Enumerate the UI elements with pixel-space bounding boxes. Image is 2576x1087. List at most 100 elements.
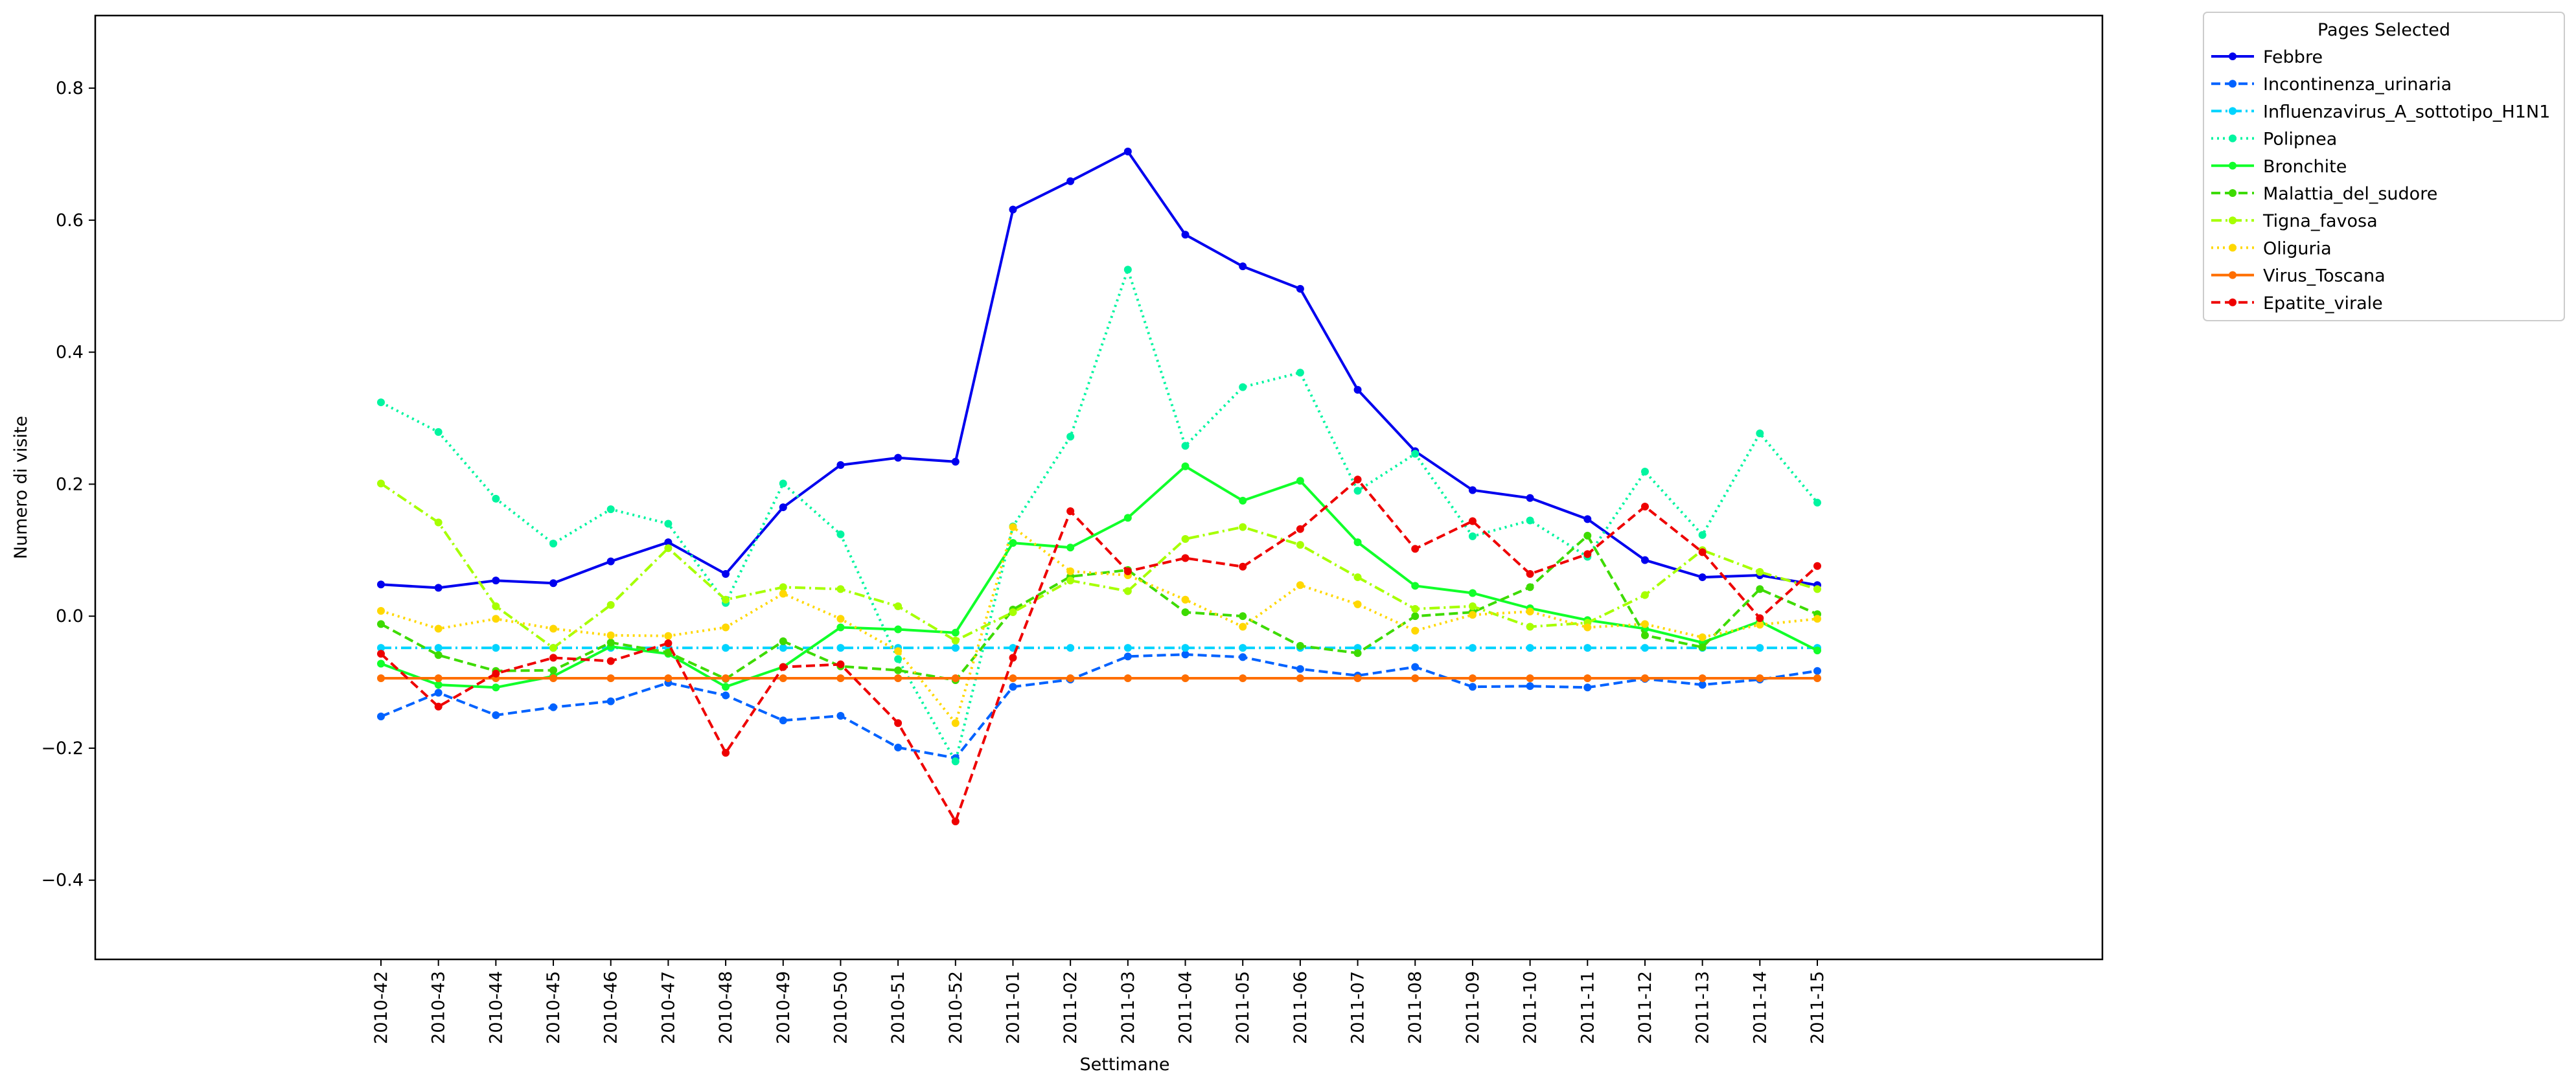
data-point <box>434 428 443 436</box>
legend-item: Epatite_virale <box>2211 293 2383 314</box>
data-point <box>492 644 500 652</box>
x-tick-label: 2011-08 <box>1405 971 1425 1044</box>
data-point <box>1123 587 1132 595</box>
data-point <box>492 494 500 503</box>
series-polipnea <box>377 266 1821 766</box>
data-point <box>1296 581 1304 589</box>
data-point <box>606 638 615 646</box>
series-malattia-del-sudore <box>377 531 1821 685</box>
data-point <box>722 749 730 757</box>
y-tick-label: −0.4 <box>41 871 84 891</box>
data-point <box>377 620 385 628</box>
data-point <box>1756 614 1764 623</box>
data-point <box>1526 674 1534 682</box>
data-point <box>1468 589 1477 597</box>
data-point <box>1123 674 1132 682</box>
data-point <box>1296 642 1304 650</box>
data-point <box>1239 623 1247 631</box>
data-point <box>1526 644 1534 652</box>
data-point <box>492 602 500 610</box>
data-point <box>1009 205 1017 214</box>
data-point <box>434 681 443 689</box>
x-tick-label: 2011-07 <box>1348 971 1368 1044</box>
data-point <box>1756 674 1764 682</box>
legend-item: Polipnea <box>2211 130 2337 150</box>
data-point <box>434 651 443 659</box>
data-point <box>606 601 615 609</box>
data-point <box>951 628 960 637</box>
data-point <box>549 644 558 652</box>
legend-label: Virus_Toscana <box>2263 266 2386 286</box>
x-tick-label: 2010-50 <box>831 971 851 1044</box>
data-point <box>1009 683 1017 691</box>
legend-label: Febbre <box>2263 47 2323 67</box>
x-tick-label: 2010-52 <box>946 971 966 1044</box>
data-point <box>549 703 558 711</box>
data-point <box>894 602 903 610</box>
data-point <box>1181 442 1190 450</box>
data-point <box>1239 653 1247 661</box>
data-point <box>1468 486 1477 494</box>
data-point <box>1353 486 1362 495</box>
legend: Pages Selected Febbre Incontinenza_urinar… <box>2203 12 2565 321</box>
data-point <box>664 632 673 640</box>
data-point <box>1698 633 1707 641</box>
x-tick-label: 2010-49 <box>774 971 794 1044</box>
data-point <box>434 584 443 592</box>
x-tick-label: 2011-13 <box>1693 971 1713 1044</box>
y-tick-label: 0.0 <box>56 606 84 626</box>
data-point <box>1239 562 1247 571</box>
x-tick-label: 2010-46 <box>601 971 621 1044</box>
data-point <box>492 711 500 720</box>
series-line <box>380 653 1818 760</box>
data-point <box>894 453 903 462</box>
series-bronchite <box>377 462 1821 692</box>
data-point <box>1583 531 1592 540</box>
data-point <box>1411 644 1420 652</box>
data-point <box>606 631 615 639</box>
legend-swatch-marker <box>2229 52 2237 60</box>
data-point <box>434 624 443 633</box>
series-epatite-virale <box>377 475 1821 826</box>
data-point <box>1296 284 1304 293</box>
data-point <box>492 577 500 585</box>
series-febbre <box>377 147 1821 592</box>
data-point <box>1583 644 1592 652</box>
x-axis-label: Settimane <box>1080 1055 1170 1075</box>
data-point <box>377 607 385 615</box>
legend-item: Malattia_del_sudore <box>2211 184 2437 204</box>
data-point <box>1353 385 1362 394</box>
data-point <box>894 647 903 656</box>
legend-label: Incontinenza_urinaria <box>2263 74 2452 95</box>
legend-label: Epatite_virale <box>2263 293 2383 314</box>
x-tick-label: 2010-48 <box>716 971 736 1044</box>
data-point <box>1181 534 1190 543</box>
data-point <box>894 743 903 751</box>
x-tick-label: 2011-03 <box>1118 971 1138 1044</box>
data-point <box>779 644 787 652</box>
data-point <box>434 518 443 527</box>
data-point <box>1698 548 1707 556</box>
data-point <box>1181 644 1190 652</box>
legend-swatch-marker <box>2229 134 2237 143</box>
data-point <box>1066 433 1075 441</box>
data-point <box>779 589 787 598</box>
legend-label: Influenzavirus_A_sottotipo_H1N1 <box>2263 102 2550 122</box>
x-tick-label: 2011-10 <box>1521 971 1541 1044</box>
data-point <box>1526 583 1534 591</box>
data-point <box>722 683 730 691</box>
data-point <box>1066 507 1075 516</box>
data-point <box>779 479 787 488</box>
data-point <box>1468 517 1477 525</box>
data-point <box>836 530 845 538</box>
data-point <box>664 639 673 647</box>
data-point <box>434 689 443 697</box>
data-point <box>1066 644 1075 652</box>
data-point <box>779 637 787 645</box>
data-point <box>1296 477 1304 485</box>
data-point <box>1181 554 1190 562</box>
legend-label: Malattia_del_sudore <box>2263 184 2437 204</box>
data-point <box>836 585 845 593</box>
data-point <box>1296 665 1304 673</box>
series-oliguria <box>377 523 1821 727</box>
